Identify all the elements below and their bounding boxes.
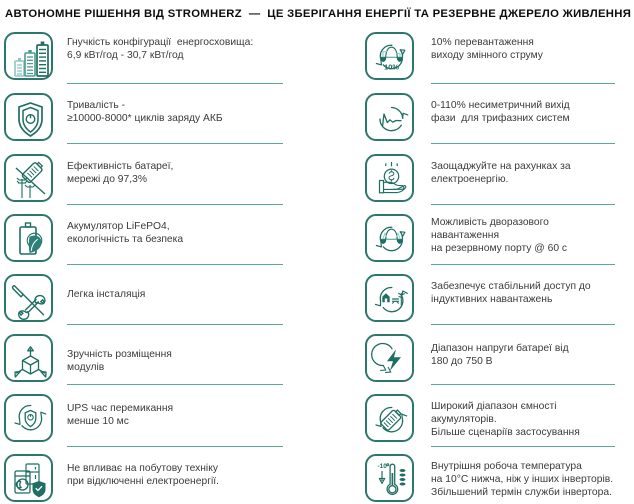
svg-text:-10: -10 — [378, 463, 388, 470]
svg-text:10%: 10% — [384, 63, 399, 72]
